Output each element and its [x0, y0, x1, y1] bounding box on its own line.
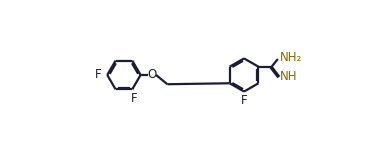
Text: NH₂: NH₂: [280, 51, 302, 64]
Text: O: O: [147, 69, 156, 81]
Text: F: F: [95, 69, 101, 81]
Text: F: F: [241, 94, 247, 107]
Text: NH: NH: [280, 70, 298, 83]
Text: F: F: [131, 92, 137, 105]
